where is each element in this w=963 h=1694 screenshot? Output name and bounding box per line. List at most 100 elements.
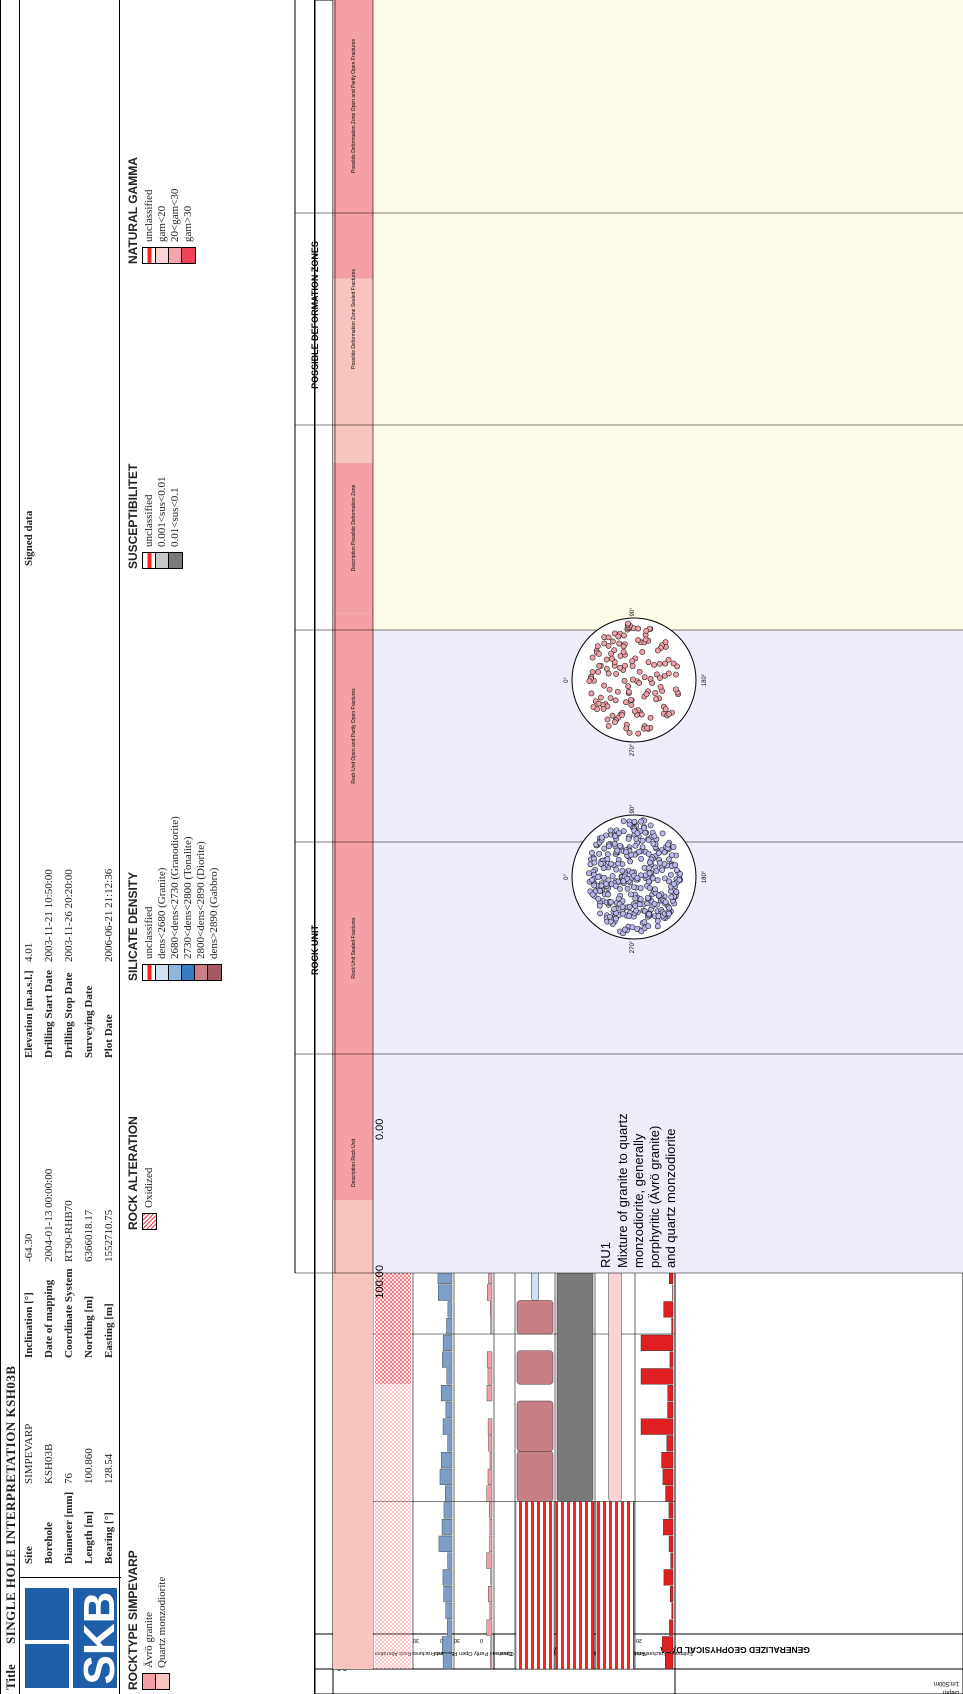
sealed-bar xyxy=(439,1468,453,1485)
sealed-stereonet-label-s: 180° xyxy=(702,870,708,883)
open-stereonet-pole xyxy=(606,686,613,693)
open-stereonet-pole xyxy=(665,656,672,663)
open-stereonet-pole xyxy=(647,675,654,682)
sealed-stereonet-pole xyxy=(607,918,614,925)
open-bar xyxy=(486,1619,493,1636)
open-stereonet-pole xyxy=(673,686,679,693)
open-stereonet-label-e: 90° xyxy=(630,607,636,617)
open-bar xyxy=(486,1552,493,1569)
sealed-stereonet-pole xyxy=(613,866,620,873)
open-stereonet-pole xyxy=(608,650,614,657)
rock-type-segment xyxy=(333,463,373,614)
open-stereonet-pole xyxy=(628,696,634,703)
sealed-stereonet-pole xyxy=(629,924,636,931)
open-stereonet-pole xyxy=(657,684,664,690)
column-header-sealed: Sealed Fractures xyxy=(412,1650,454,1656)
column-header-desc_pdz: Description Possible Deformation Zone xyxy=(351,484,357,571)
sealed-bar xyxy=(446,1619,453,1636)
sealed-stereonet-pole xyxy=(669,852,675,859)
column-header-ru_sealed: Rock Unit Sealed Fractures xyxy=(351,917,357,979)
column-header-crush: Crush xyxy=(498,1650,513,1656)
sealed-stereonet-pole xyxy=(634,875,641,881)
sealed-stereonet-pole xyxy=(624,885,631,892)
sealed-stereonet-pole xyxy=(666,878,672,885)
open-stereonet-pole xyxy=(645,659,652,666)
open-stereonet-pole xyxy=(621,632,627,639)
sealed-stereonet-pole xyxy=(620,828,627,835)
open-stereonet-pole xyxy=(643,627,650,634)
open-stereonet-pole xyxy=(629,663,636,669)
open-stereonet-pole xyxy=(616,640,623,647)
open-stereonet-pole xyxy=(621,677,628,684)
open-stereonet-pole xyxy=(628,702,635,708)
sealed-bar xyxy=(440,1385,453,1402)
scale-thirty: 30 xyxy=(413,1637,419,1643)
open-stereonet-pole xyxy=(651,661,657,668)
open-stereonet-pole xyxy=(662,706,669,713)
open-stereonet-pole xyxy=(594,643,601,650)
estfreq-bar xyxy=(662,1468,674,1485)
open-stereonet-pole xyxy=(657,675,663,681)
sealed-stereonet-pole xyxy=(605,891,611,898)
sealed-stereonet-pole xyxy=(642,829,649,836)
open-stereonet-pole xyxy=(612,697,619,704)
open-stereonet-pole xyxy=(647,714,654,721)
sealed-stereonet-pole xyxy=(661,849,668,856)
sealed-stereonet-pole xyxy=(645,850,652,857)
sealed-stereonet-pole xyxy=(654,918,661,924)
rock-unit-description-line: Mixture of granite to quartz xyxy=(615,1113,630,1268)
open-stereonet-pole xyxy=(595,669,602,675)
estfreq-bar xyxy=(661,1452,674,1469)
sealed-bar xyxy=(441,1452,453,1469)
open-stereonet-pole xyxy=(666,711,672,717)
depth-label: Depth xyxy=(943,1689,959,1694)
sealed-stereonet-pole xyxy=(585,870,592,877)
sealed-stereonet-pole xyxy=(625,835,632,842)
estfreq-bar xyxy=(669,1351,674,1368)
sealed-stereonet-pole xyxy=(615,860,622,867)
open-stereonet-pole xyxy=(600,706,607,712)
sealed-stereonet-pole xyxy=(620,818,627,825)
open-stereonet-pole xyxy=(635,625,642,632)
sealed-stereonet-pole xyxy=(599,834,605,841)
open-stereonet-pole xyxy=(601,640,608,647)
sealed-stereonet-pole xyxy=(672,862,679,868)
sealed-stereonet-pole xyxy=(641,919,648,925)
sealed-stereonet-pole xyxy=(634,830,641,837)
estfreq-bar xyxy=(669,1619,674,1636)
open-stereonet-pole xyxy=(603,656,610,663)
sealed-stereonet-pole xyxy=(623,849,629,855)
open-stereonet-pole xyxy=(619,712,625,718)
open-stereonet-pole xyxy=(596,662,603,669)
open-bar xyxy=(486,1351,493,1368)
sealed-stereonet-pole xyxy=(589,891,596,898)
open-bar xyxy=(489,1452,493,1469)
sealed-stereonet-pole xyxy=(645,837,652,843)
sealed-stereonet-pole xyxy=(644,894,651,901)
open-stereonet-pole xyxy=(626,729,633,736)
open-stereonet-pole xyxy=(617,664,623,671)
sealed-stereonet-pole xyxy=(591,882,598,889)
estfreq-bar xyxy=(663,1519,674,1536)
sealed-stereonet-pole xyxy=(606,913,613,920)
open-stereonet-pole xyxy=(605,670,612,677)
sealed-bar xyxy=(446,1318,453,1335)
rock-type-segment xyxy=(333,613,373,1200)
sealed-stereonet-pole xyxy=(646,859,653,866)
header-block: Title SINGLE HOLE INTERPRETATION KSH03B … xyxy=(0,0,121,1694)
sealed-stereonet-pole xyxy=(654,877,661,884)
sealed-stereonet-pole xyxy=(595,874,601,880)
sealed-stereonet-pole xyxy=(646,885,653,891)
sealed-stereonet-pole xyxy=(633,907,639,914)
rock-type-segment xyxy=(333,278,373,463)
sealed-stereonet-pole xyxy=(647,822,654,829)
sealed-bar xyxy=(442,1636,453,1653)
rock-unit-bottom-depth: 100.00 xyxy=(374,1265,386,1299)
pdz-panel-bg xyxy=(373,0,963,630)
sealed-stereonet-pole xyxy=(608,899,614,905)
open-stereonet-pole xyxy=(605,642,612,649)
sealed-stereonet-pole xyxy=(671,880,677,887)
open-stereonet-pole xyxy=(622,662,628,669)
open-stereonet-pole xyxy=(623,725,630,732)
sealed-stereonet-pole xyxy=(614,847,621,854)
